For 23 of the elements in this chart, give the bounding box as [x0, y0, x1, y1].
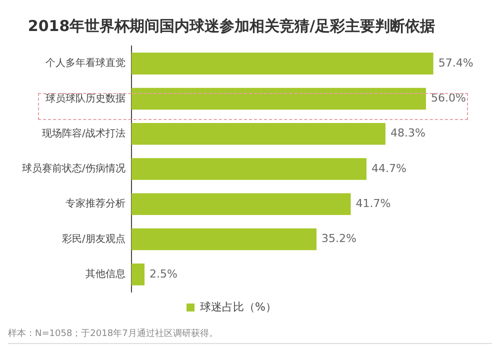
- y-tick-label: 彩民/朋友观点: [62, 232, 126, 245]
- bar: [131, 52, 434, 74]
- data-label: 48.3%: [390, 126, 426, 140]
- y-tick-label: 个人多年看球直觉: [45, 57, 126, 70]
- data-label: 35.2%: [322, 232, 356, 246]
- y-tick-label: 专家推荐分析: [65, 198, 126, 210]
- data-label: 41.7%: [356, 197, 391, 210]
- bar: [131, 193, 351, 216]
- y-tick-label: 其他信息: [85, 268, 126, 280]
- bar: [131, 88, 426, 110]
- y-tick-label: 现场阵容/战术打法: [42, 127, 126, 140]
- data-label: 56.0%: [430, 92, 466, 105]
- data-label: 44.7%: [372, 162, 406, 175]
- legend-label: 球迷占比（%）: [200, 300, 276, 314]
- y-tick-label: 球员赛前状态/伤病情况: [22, 162, 126, 175]
- chart-title: 2018年世界杯期间国内球迷参加相关竞猜/足彩主要判断依据: [28, 16, 436, 35]
- data-label: 57.4%: [438, 56, 474, 70]
- bar: [131, 122, 386, 145]
- text: 样本：N=1058；于2018年7月通过社区调研获得。: [8, 327, 492, 344]
- bar: [131, 158, 367, 180]
- data-label: 2.5%: [150, 267, 178, 280]
- bar: [131, 264, 145, 286]
- bar: [131, 228, 317, 250]
